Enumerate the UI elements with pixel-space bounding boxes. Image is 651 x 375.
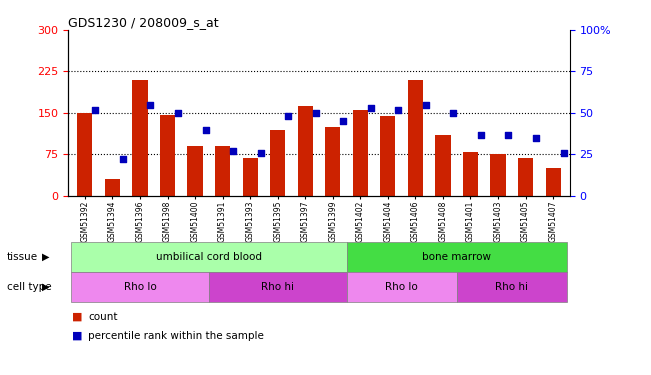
- Point: [118, 156, 128, 162]
- Point: [476, 132, 486, 138]
- Bar: [77, 113, 92, 196]
- Text: ■: ■: [72, 331, 82, 340]
- Bar: [187, 146, 202, 196]
- Text: ▶: ▶: [42, 282, 50, 292]
- Text: GDS1230 / 208009_s_at: GDS1230 / 208009_s_at: [68, 16, 219, 29]
- Text: bone marrow: bone marrow: [422, 252, 492, 262]
- Point: [421, 102, 431, 108]
- Point: [90, 106, 100, 112]
- Bar: [546, 168, 561, 196]
- Bar: [463, 152, 478, 196]
- Point: [283, 113, 294, 119]
- Bar: [243, 158, 258, 196]
- Point: [366, 105, 376, 111]
- Bar: [132, 80, 148, 196]
- Point: [503, 132, 514, 138]
- Bar: [105, 179, 120, 196]
- Point: [228, 148, 238, 154]
- Bar: [408, 80, 423, 196]
- Point: [559, 150, 569, 156]
- Bar: [436, 135, 450, 196]
- Bar: [380, 116, 395, 196]
- Text: umbilical cord blood: umbilical cord blood: [156, 252, 262, 262]
- Text: Rho lo: Rho lo: [124, 282, 156, 292]
- Bar: [270, 130, 285, 196]
- Point: [338, 118, 348, 124]
- Point: [173, 110, 183, 116]
- Text: Rho hi: Rho hi: [495, 282, 528, 292]
- Bar: [298, 106, 312, 196]
- Point: [201, 127, 211, 133]
- Bar: [215, 146, 230, 196]
- Point: [145, 102, 156, 108]
- Text: count: count: [88, 312, 117, 322]
- Point: [255, 150, 266, 156]
- Text: percentile rank within the sample: percentile rank within the sample: [88, 331, 264, 340]
- Point: [531, 135, 541, 141]
- Text: Rho lo: Rho lo: [385, 282, 418, 292]
- Text: cell type: cell type: [7, 282, 51, 292]
- Bar: [490, 154, 506, 196]
- Point: [448, 110, 458, 116]
- Point: [393, 106, 404, 112]
- Text: Rho hi: Rho hi: [261, 282, 294, 292]
- Bar: [518, 158, 533, 196]
- Text: ■: ■: [72, 312, 82, 322]
- Bar: [160, 115, 175, 196]
- Bar: [353, 110, 368, 196]
- Bar: [326, 127, 340, 196]
- Text: ▶: ▶: [42, 252, 50, 262]
- Text: tissue: tissue: [7, 252, 38, 262]
- Point: [311, 110, 321, 116]
